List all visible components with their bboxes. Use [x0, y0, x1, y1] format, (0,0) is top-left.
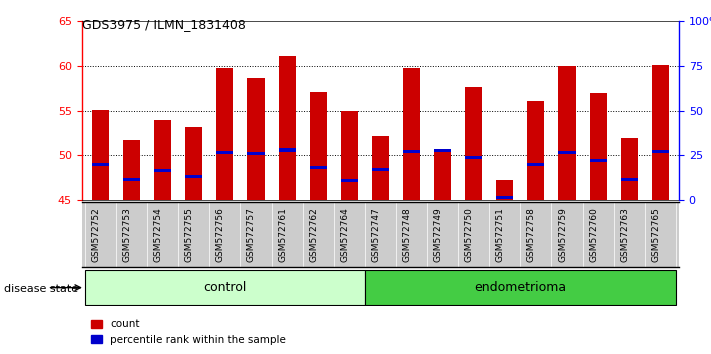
Bar [372, 168, 389, 171]
Bar [465, 155, 482, 159]
Text: GSM572755: GSM572755 [185, 207, 193, 262]
Bar [558, 151, 576, 154]
Bar [341, 110, 358, 200]
Bar [372, 136, 389, 200]
Text: GSM572762: GSM572762 [309, 207, 319, 262]
Text: GSM572761: GSM572761 [278, 207, 287, 262]
Text: GSM572748: GSM572748 [402, 207, 412, 262]
Bar [403, 68, 420, 200]
Bar [652, 150, 669, 153]
Bar [434, 149, 451, 153]
Text: GSM572765: GSM572765 [651, 207, 661, 262]
Text: GSM572751: GSM572751 [496, 207, 505, 262]
Text: GSM572760: GSM572760 [589, 207, 598, 262]
Bar [621, 138, 638, 200]
Text: GSM572754: GSM572754 [154, 207, 163, 262]
Bar [92, 110, 109, 200]
Bar [403, 150, 420, 153]
Bar [247, 152, 264, 155]
Bar [341, 179, 358, 182]
Text: endometrioma: endometrioma [474, 281, 567, 294]
Bar [589, 93, 606, 200]
Bar [247, 79, 264, 200]
Bar [528, 101, 545, 200]
Bar [123, 140, 140, 200]
Legend: count, percentile rank within the sample: count, percentile rank within the sample [87, 315, 290, 349]
Text: GSM572747: GSM572747 [371, 207, 380, 262]
Text: GSM572764: GSM572764 [341, 207, 349, 262]
Bar [589, 159, 606, 162]
Bar [434, 149, 451, 200]
Bar [558, 66, 576, 200]
Bar [154, 120, 171, 200]
Text: GSM572756: GSM572756 [216, 207, 225, 262]
Text: GSM572749: GSM572749 [434, 207, 442, 262]
Bar [528, 163, 545, 166]
Bar [309, 166, 327, 170]
Bar [365, 270, 676, 306]
Bar [621, 178, 638, 181]
Text: GSM572752: GSM572752 [92, 207, 100, 262]
Text: GSM572758: GSM572758 [527, 207, 536, 262]
Bar [92, 163, 109, 166]
Bar [216, 68, 233, 200]
Bar [309, 92, 327, 200]
Bar [279, 148, 296, 152]
Bar [185, 175, 203, 178]
Bar [652, 65, 669, 200]
Bar [216, 151, 233, 154]
Bar [85, 270, 365, 306]
Text: GSM572753: GSM572753 [122, 207, 132, 262]
Text: GDS3975 / ILMN_1831408: GDS3975 / ILMN_1831408 [82, 18, 245, 31]
Text: GSM572757: GSM572757 [247, 207, 256, 262]
Bar [496, 180, 513, 200]
Bar [185, 127, 203, 200]
Text: control: control [203, 281, 247, 294]
Bar [279, 56, 296, 200]
Text: GSM572763: GSM572763 [620, 207, 629, 262]
Bar [465, 87, 482, 200]
Bar [123, 178, 140, 181]
Text: GSM572750: GSM572750 [465, 207, 474, 262]
Text: disease state: disease state [4, 284, 77, 293]
Text: GSM572759: GSM572759 [558, 207, 567, 262]
Bar [496, 196, 513, 199]
Bar [154, 169, 171, 172]
